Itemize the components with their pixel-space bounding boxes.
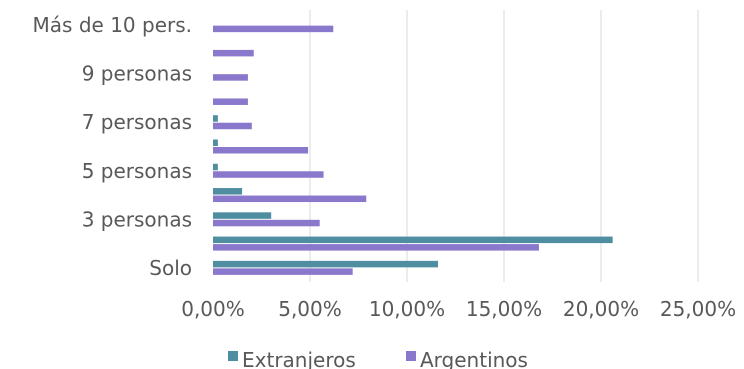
bar-extranjeros-0: [213, 260, 439, 268]
legend-swatch-extranjeros: [228, 351, 238, 361]
legend-label-argentinos: Argentinos: [420, 348, 528, 369]
bar-argentinos-9: [213, 49, 254, 57]
x-tick-label: 10,00%: [369, 297, 445, 321]
x-tick-label: 20,00%: [563, 297, 639, 321]
bar-argentinos-1: [213, 244, 539, 251]
bar-argentinos-4: [213, 171, 324, 178]
legend-label-extranjeros: Extranjeros: [242, 348, 356, 369]
category-labels: Solo 3 personas 5 personas 7 personas 9 pers…: [33, 13, 192, 280]
category-label: Más de 10 pers.: [33, 13, 192, 37]
x-tick-label: 0,00%: [181, 297, 245, 321]
legend-swatch-argentinos: [406, 351, 416, 361]
bar-argentinos-7: [213, 98, 248, 105]
bar-extranjeros-5: [213, 139, 218, 146]
category-label: Solo: [149, 256, 192, 280]
bar-argentinos-8: [213, 74, 248, 81]
category-label: 3 personas: [82, 207, 192, 231]
bar-argentinos-0: [213, 268, 353, 275]
bar-argentinos-2: [213, 219, 320, 227]
x-tick-label: 5,00%: [278, 297, 342, 321]
bar-extranjeros-3: [213, 188, 243, 195]
bar-argentinos-3: [213, 195, 367, 203]
bar-extranjeros-6: [213, 115, 218, 122]
bar-extranjeros-4: [213, 163, 218, 171]
category-label: 5 personas: [82, 159, 192, 183]
x-axis-tick-labels: 0,00% 5,00% 10,00% 15,00% 20,00% 25,00%: [181, 297, 736, 321]
bar-argentinos-5: [213, 147, 309, 154]
bar-argentinos-10: [213, 25, 334, 33]
x-tick-label: 15,00%: [466, 297, 542, 321]
category-label: 9 personas: [82, 62, 192, 86]
category-label: 7 personas: [82, 110, 192, 134]
bar-extranjeros-2: [213, 212, 272, 219]
x-tick-label: 25,00%: [660, 297, 736, 321]
bar-argentinos-6: [213, 122, 252, 130]
bars: [213, 25, 613, 275]
legend: Extranjeros Argentinos: [228, 348, 528, 369]
bar-extranjeros-1: [213, 236, 613, 244]
